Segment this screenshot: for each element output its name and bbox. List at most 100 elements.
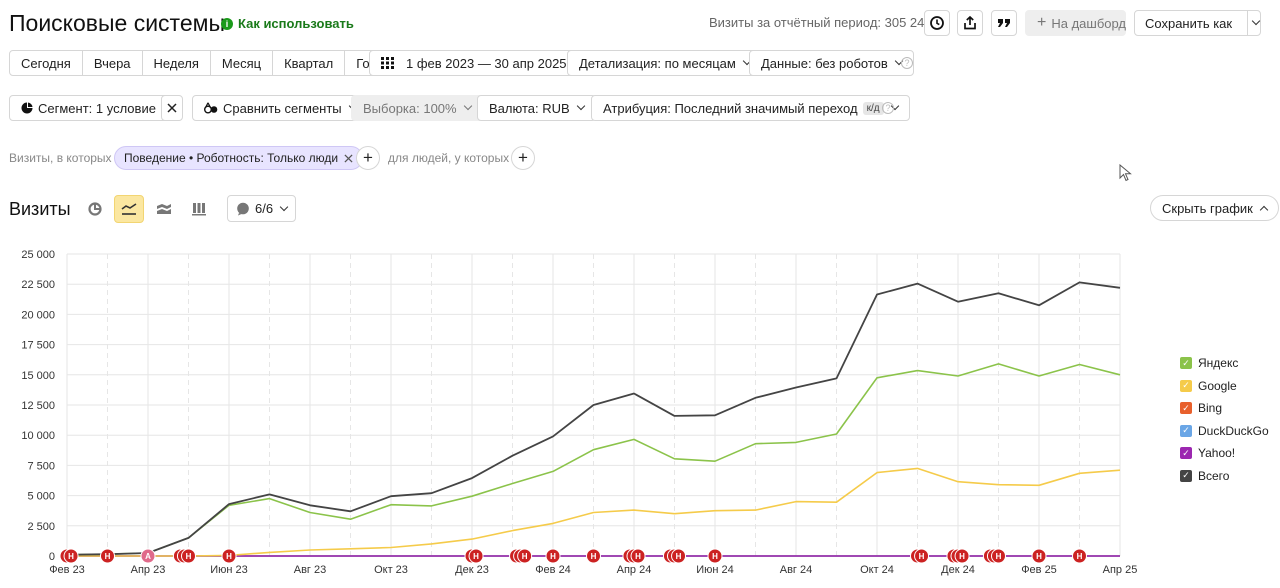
legend-item-yahoo[interactable]: ✓ Yahoo! bbox=[1180, 442, 1269, 465]
filter-chip[interactable]: Поведение • Роботность: Только люди bbox=[114, 146, 364, 170]
history-button[interactable] bbox=[924, 10, 950, 36]
annotation-marker: Н bbox=[586, 548, 601, 564]
period-quarter[interactable]: Квартал bbox=[273, 51, 346, 75]
how-to-link[interactable]: i Как использовать bbox=[221, 16, 354, 31]
annotation-marker-label: Н bbox=[226, 552, 232, 561]
chevron-down-icon bbox=[279, 202, 289, 211]
checkbox-icon[interactable]: ✓ bbox=[1180, 402, 1192, 415]
data-mode-dropdown[interactable]: Данные: без роботов bbox=[749, 50, 914, 76]
legend-label: Google bbox=[1198, 378, 1237, 393]
x-tick-label: Авг 23 bbox=[294, 564, 326, 576]
y-tick-label: 15 000 bbox=[21, 370, 55, 382]
y-tick-label: 0 bbox=[49, 551, 55, 563]
checkbox-icon[interactable]: ✓ bbox=[1180, 469, 1192, 482]
checkbox-icon[interactable]: ✓ bbox=[1180, 447, 1192, 460]
x-tick-label: Апр 23 bbox=[131, 564, 166, 576]
x-tick-label: Апр 25 bbox=[1103, 564, 1138, 576]
x-tick-label: Окт 23 bbox=[374, 564, 408, 576]
annotation-marker-bubble bbox=[707, 548, 723, 564]
annotation-marker-label: Н bbox=[996, 552, 1002, 561]
help-icon[interactable]: ? bbox=[901, 57, 913, 69]
sample-dropdown[interactable]: Выборка: 100% bbox=[351, 95, 483, 121]
hide-graph-label: Скрыть график bbox=[1162, 200, 1253, 216]
annotation-marker-label: Н bbox=[186, 552, 192, 561]
annotation-marker-label: Н bbox=[522, 552, 528, 561]
period-selector: Сегодня Вчера Неделя Месяц Квартал Год bbox=[9, 50, 389, 76]
upload-icon bbox=[964, 15, 976, 30]
hide-graph-button[interactable]: Скрыть график bbox=[1150, 195, 1279, 221]
annotation-marker-bubble bbox=[1072, 548, 1087, 564]
data-mode-label: Данные: без роботов bbox=[761, 55, 888, 71]
annotation-marker-bubble bbox=[221, 548, 237, 564]
period-month[interactable]: Месяц bbox=[211, 51, 274, 75]
legend-label: DuckDuckGo bbox=[1198, 423, 1269, 438]
compare-segments-label: Сравнить сегменты bbox=[223, 100, 342, 116]
attribution-badge: к/д bbox=[862, 101, 884, 115]
annotation-marker: Н bbox=[1072, 548, 1087, 564]
add-to-dashboard-button[interactable]: + На дашборд bbox=[1025, 10, 1126, 36]
y-tick-label: 10 000 bbox=[21, 430, 55, 442]
annotations-count: 6/6 bbox=[255, 201, 274, 216]
add-people-filter-button[interactable]: + bbox=[511, 146, 535, 170]
chart-type-line[interactable] bbox=[114, 195, 144, 223]
y-tick-label: 2 500 bbox=[27, 521, 55, 533]
annotation-marker: Н bbox=[468, 548, 484, 564]
checkbox-icon[interactable]: ✓ bbox=[1180, 357, 1192, 370]
chart-title: Визиты bbox=[9, 199, 71, 219]
annotation-marker-bubble bbox=[671, 548, 687, 564]
attribution-dropdown[interactable]: Атрибуция: Последний значимый переход к/… bbox=[591, 95, 910, 121]
segment-dropdown[interactable]: Сегмент: 1 условие bbox=[9, 95, 182, 121]
annotation-marker: Н bbox=[63, 548, 79, 564]
currency-dropdown[interactable]: Валюта: RUB bbox=[477, 95, 596, 121]
filter-chip-label: Поведение • Роботность: Только люди bbox=[124, 151, 339, 165]
compare-segments-dropdown[interactable]: Сравнить сегменты bbox=[192, 95, 368, 121]
quote-icon bbox=[998, 19, 1010, 27]
export-button[interactable] bbox=[957, 10, 983, 36]
how-to-label: Как использовать bbox=[238, 16, 354, 31]
x-tick-label: Фев 25 bbox=[1021, 564, 1057, 576]
bar-chart-icon bbox=[192, 203, 206, 216]
save-as-dropdown[interactable] bbox=[1247, 11, 1260, 35]
legend-item-bing[interactable]: ✓ Bing bbox=[1180, 397, 1269, 420]
series-line-total bbox=[66, 281, 1121, 556]
legend-item-yandex[interactable]: ✓ Яндекс bbox=[1180, 352, 1269, 375]
dashboard-label: На дашборд bbox=[1051, 15, 1127, 31]
close-icon bbox=[167, 103, 177, 113]
add-filter-button[interactable]: + bbox=[356, 146, 380, 170]
legend-item-duckduckgo[interactable]: ✓ DuckDuckGo bbox=[1180, 420, 1269, 443]
y-tick-label: 17 500 bbox=[21, 340, 55, 352]
legend-item-total[interactable]: ✓ Всего bbox=[1180, 465, 1269, 488]
annotation-marker: Н bbox=[707, 548, 723, 564]
detalization-dropdown[interactable]: Детализация: по месяцам bbox=[567, 50, 762, 76]
annotation-marker: Н bbox=[100, 548, 115, 564]
checkbox-icon[interactable]: ✓ bbox=[1180, 379, 1192, 392]
help-icon[interactable]: ? bbox=[882, 102, 894, 114]
annotation-marker: Н bbox=[181, 548, 196, 564]
clock-icon bbox=[930, 16, 944, 30]
save-as-label: Сохранить как bbox=[1145, 15, 1233, 31]
chevron-down-icon bbox=[1251, 16, 1260, 26]
period-week[interactable]: Неделя bbox=[143, 51, 211, 75]
share-button[interactable] bbox=[991, 10, 1017, 36]
chart-type-pie[interactable] bbox=[80, 195, 110, 223]
drops-icon bbox=[204, 102, 218, 114]
period-today[interactable]: Сегодня bbox=[10, 51, 83, 75]
annotation-marker-bubble bbox=[181, 548, 196, 564]
mouse-cursor-icon bbox=[1119, 164, 1132, 182]
annotation-marker-bubble bbox=[630, 548, 646, 564]
chart-type-area[interactable] bbox=[149, 195, 179, 223]
annotations-dropdown[interactable]: 6/6 bbox=[227, 195, 297, 222]
date-range-picker[interactable]: 1 фев 2023 — 30 апр 2025 bbox=[369, 50, 579, 76]
segment-label: Сегмент: 1 условие bbox=[38, 100, 156, 116]
checkbox-icon[interactable]: ✓ bbox=[1180, 424, 1192, 437]
legend-item-google[interactable]: ✓ Google bbox=[1180, 375, 1269, 398]
chart-type-bar[interactable] bbox=[184, 195, 214, 223]
close-icon[interactable] bbox=[344, 153, 353, 163]
annotation-marker-label: Н bbox=[473, 552, 479, 561]
clear-segment-button[interactable] bbox=[161, 95, 183, 121]
annotation-marker-label: Н bbox=[68, 552, 74, 561]
period-yesterday[interactable]: Вчера bbox=[83, 51, 143, 75]
annotation-marker-label: Н bbox=[712, 552, 718, 561]
x-tick-label: Фев 23 bbox=[49, 564, 85, 576]
save-as-button[interactable]: Сохранить как bbox=[1134, 10, 1261, 36]
